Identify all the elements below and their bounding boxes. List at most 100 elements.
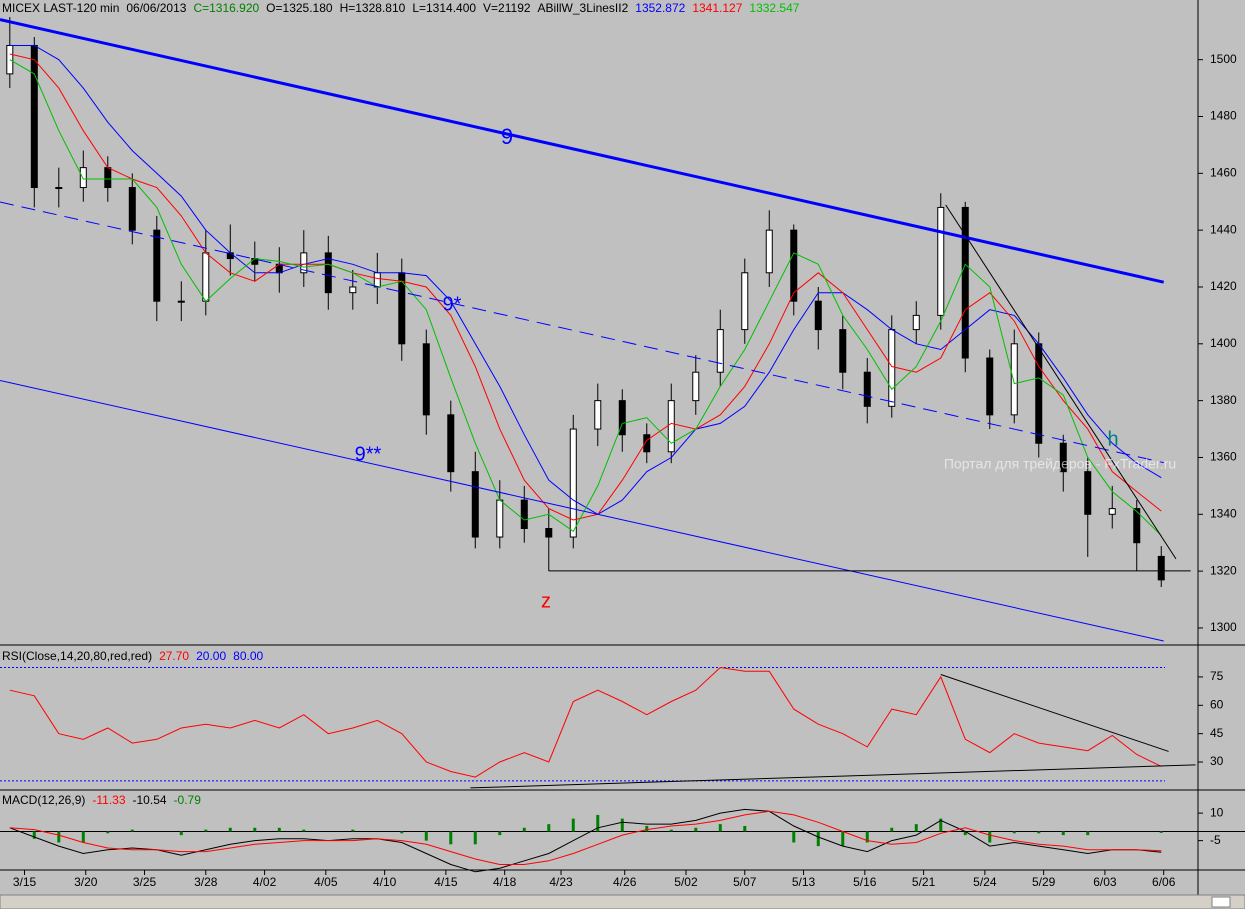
candle-body: [1084, 471, 1092, 515]
candle-body: [961, 206, 969, 359]
y-tick-label: 1440: [1210, 222, 1237, 236]
candle-body: [324, 252, 332, 294]
candle-body: [6, 44, 14, 75]
annotation: h: [1107, 428, 1118, 450]
x-tick-label: 5/02: [674, 875, 698, 889]
candle-body: [569, 428, 577, 538]
candle-body: [1059, 442, 1067, 473]
candle-body: [741, 272, 749, 331]
candle-body: [422, 343, 430, 416]
candle-body: [251, 258, 259, 265]
header-item: -0.79: [174, 793, 202, 807]
x-tick-label: 3/25: [133, 875, 157, 889]
candle-body: [1108, 508, 1116, 515]
x-tick-label: 3/15: [13, 875, 37, 889]
candle-body: [471, 471, 479, 538]
candle-body: [300, 252, 308, 274]
y-tick-label: 1320: [1210, 563, 1237, 577]
x-tick-label: 4/23: [549, 875, 573, 889]
annotation: 9**: [355, 443, 382, 465]
y-tick-label: 1300: [1210, 620, 1237, 634]
x-tick-label: 5/13: [792, 875, 816, 889]
trend-line: [940, 673, 1169, 752]
header-item: 80.00: [233, 649, 263, 663]
x-tick-label: 3/20: [74, 875, 98, 889]
candle-body: [55, 187, 63, 190]
candle-body: [716, 329, 724, 373]
panel-header: MACD(12,26,9) -11.33 -10.54 -0.79: [2, 793, 201, 807]
candle-body: [545, 528, 553, 538]
candle-body: [765, 229, 773, 274]
panel-header: MICEX LAST-120 min 06/06/2013 C=1316.920 O=…: [2, 1, 800, 15]
candle-body: [618, 400, 626, 436]
header-item: O=1325.180: [266, 1, 333, 15]
x-tick-label: 4/10: [373, 875, 397, 889]
candle-body: [863, 371, 871, 407]
y-tick-label: -5: [1210, 833, 1221, 847]
header-item: C=1316.920: [193, 1, 259, 15]
candle-body: [177, 300, 185, 303]
moving-average: [9, 45, 1162, 515]
header-item: RSI(Close,14,20,80,red,red): [2, 649, 152, 663]
y-tick-label: 75: [1210, 669, 1224, 683]
annotation: 9: [501, 124, 513, 149]
candle-body: [937, 206, 945, 316]
x-tick-label: 6/06: [1152, 875, 1176, 889]
x-tick-label: 5/21: [912, 875, 936, 889]
header-item: 1341.127: [692, 1, 742, 15]
x-tick-label: 4/05: [314, 875, 338, 889]
candle-body: [814, 300, 822, 331]
candle-body: [888, 329, 896, 407]
annotation: 9*: [443, 293, 462, 315]
candle-body: [912, 314, 920, 331]
candle-body: [128, 187, 136, 231]
candle-body: [667, 400, 675, 453]
x-tick-label: 5/16: [853, 875, 877, 889]
x-tick-label: 5/29: [1032, 875, 1056, 889]
macd-line: [9, 810, 1162, 865]
x-tick-label: 5/07: [733, 875, 757, 889]
y-tick-label: 1420: [1210, 279, 1237, 293]
y-tick-label: 1360: [1210, 450, 1237, 464]
y-tick-label: 45: [1210, 726, 1224, 740]
candle-body: [790, 229, 798, 302]
candle-body: [153, 229, 161, 302]
header-item: V=21192: [483, 1, 531, 15]
y-tick-label: 1480: [1210, 109, 1237, 123]
header-item: H=1328.810: [340, 1, 406, 15]
x-tick-label: 4/18: [493, 875, 517, 889]
y-tick-label: 1500: [1210, 52, 1237, 66]
candle-body: [202, 252, 210, 302]
moving-average: [9, 59, 1162, 536]
y-tick-label: 30: [1210, 754, 1224, 768]
annotation: Портал для трейдеров - FxTrader.ru: [944, 456, 1176, 472]
candle-body: [1157, 555, 1165, 581]
candle-body: [520, 499, 528, 530]
scrollbar[interactable]: [0, 894, 1245, 909]
trend-line: [0, 379, 1164, 642]
candle-body: [1010, 343, 1018, 416]
trend-line: [0, 201, 1164, 464]
candle-body: [447, 414, 455, 473]
x-tick-label: 6/03: [1093, 875, 1117, 889]
trend-line: [945, 204, 1177, 560]
candle-body: [643, 434, 651, 453]
header-item: L=1314.400: [412, 1, 476, 15]
candle-body: [104, 167, 112, 189]
header-item: 1352.872: [635, 1, 685, 15]
header-item: MICEX LAST-120 min: [2, 1, 119, 15]
candle-body: [349, 286, 357, 294]
y-tick-label: 1400: [1210, 336, 1237, 350]
candle-body: [226, 252, 234, 260]
header-item: 20.00: [196, 649, 226, 663]
y-tick-label: 10: [1210, 805, 1224, 819]
y-tick-label: 1460: [1210, 165, 1237, 179]
header-item: 1332.547: [749, 1, 799, 15]
x-tick-label: 5/24: [973, 875, 997, 889]
y-tick-label: 1380: [1210, 393, 1237, 407]
x-tick-label: 4/26: [613, 875, 637, 889]
panel-header: RSI(Close,14,20,80,red,red) 27.70 20.00 80.…: [2, 649, 263, 663]
scroll-thumb[interactable]: [1211, 896, 1231, 908]
